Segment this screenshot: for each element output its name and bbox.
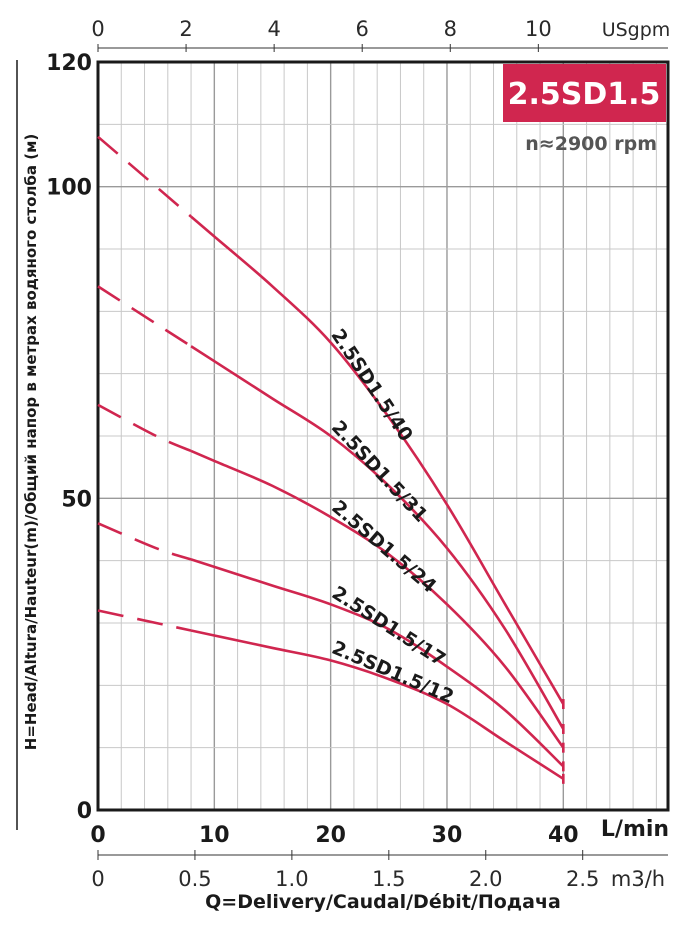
x-unit-usgpm: USgpm [602,19,671,41]
model-badge-text: 2.5SD1.5 [508,77,661,112]
curve-dashed-segment [97,609,192,632]
x-tick-label-usgpm: 4 [267,17,280,41]
x-axis-title: Q=Delivery/Caudal/Débit/Подача [205,891,561,913]
x-tick-label-lmin: 0 [90,823,105,848]
x-tick-label-usgpm: 6 [356,17,369,41]
x-tick-label-usgpm: 0 [91,17,104,41]
x-tick-label-usgpm: 10 [525,17,552,41]
curve-dashed-segment [97,135,192,218]
speed-label: n≈2900 rpm [525,133,657,155]
x-tick-label-usgpm: 2 [179,17,192,41]
x-tick-label-m3h: 0.5 [178,867,211,891]
grid [98,62,668,810]
axis-ticks: 0 10 20 30 400 0.5 1.0 1.5 2.0 2.50 2 4 6 8 1005010012… [46,17,668,891]
curve-dashed-segment [97,522,192,561]
x-tick-label-lmin: 10 [199,823,230,848]
curve-dashed-segment [97,403,192,453]
x-tick-label-m3h: 2.5 [566,867,599,891]
x-tick-label-lmin: 20 [315,823,346,848]
x-tick-label-m3h: 1.5 [372,867,405,891]
x-tick-label-lmin: 40 [548,823,579,848]
x-tick-label-usgpm: 8 [444,17,457,41]
x-unit-lmin: L/min [601,817,669,842]
curve-solid-segment [190,449,565,749]
model-badge [503,64,666,122]
plot-frame [96,60,670,812]
curve-solid-segment [190,345,565,730]
curve-solid-segment [190,629,565,780]
x-tick-label-m3h: 1.0 [275,867,308,891]
curve-solid-segment [190,558,565,768]
curve-labels: 2.5SD1.5/402.5SD1.5/312.5SD1.5/242.5SD1.… [326,325,456,708]
y-tick-label: 0 [77,799,92,824]
x-tick-label-lmin: 30 [432,823,463,848]
y-tick-label: 120 [46,51,92,76]
curves [97,135,565,784]
x-tick-label-m3h: 0 [91,867,104,891]
x-tick-label-m3h: 2.0 [469,867,502,891]
y-tick-label: 50 [61,487,92,512]
y-tick-label: 100 [46,176,92,201]
curve-solid-segment [190,215,565,705]
curve-dashed-segment [97,285,192,348]
y-axis-title: H=Head/Altura/Hauteur(m)/Общий напор в м… [22,134,40,750]
x-unit-m3h: m3/h [611,867,665,891]
